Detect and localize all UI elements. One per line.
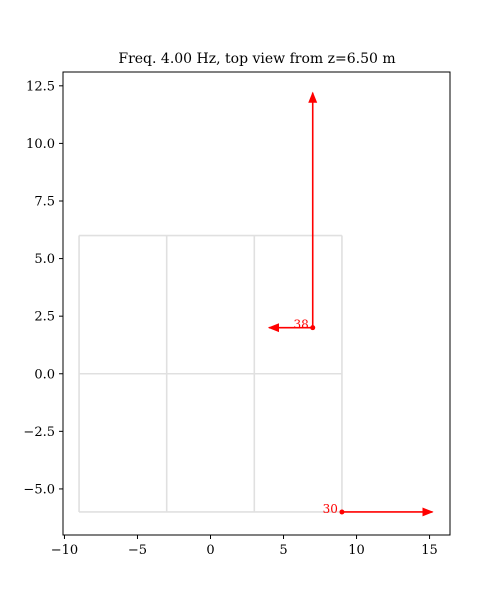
y-tick-label: −2.5 xyxy=(23,425,55,440)
x-tick-label: 10 xyxy=(348,543,365,558)
node-38-point xyxy=(310,325,316,331)
x-tick-label: −10 xyxy=(51,543,78,558)
node-30-label: 30 xyxy=(323,502,338,516)
x-tick-label: 15 xyxy=(421,543,438,558)
y-tick-label: −5.0 xyxy=(23,482,55,497)
y-tick-label: 7.5 xyxy=(34,194,55,209)
vector-layer: 38 30 xyxy=(267,91,434,517)
y-tick-label: 2.5 xyxy=(34,310,55,325)
x-tick-label: −5 xyxy=(128,543,147,558)
node-38-label: 38 xyxy=(293,318,308,332)
x-axis: −10 −5 0 5 10 15 xyxy=(51,535,438,558)
structure-grid xyxy=(78,234,343,513)
y-tick-label: 10.0 xyxy=(26,137,55,152)
chart-title: Freq. 4.00 Hz, top view from z=6.50 m xyxy=(118,51,395,67)
y-tick-label: 0.0 xyxy=(34,367,55,382)
axes-frame xyxy=(62,71,451,536)
y-axis: −5.0 −2.5 0.0 2.5 5.0 7.5 10.0 12.5 xyxy=(23,79,63,497)
y-tick-label: 12.5 xyxy=(26,79,55,94)
x-tick-label: 0 xyxy=(206,543,214,558)
node-30-point xyxy=(339,509,345,515)
x-tick-label: 5 xyxy=(279,543,287,558)
y-tick-label: 5.0 xyxy=(34,252,55,267)
